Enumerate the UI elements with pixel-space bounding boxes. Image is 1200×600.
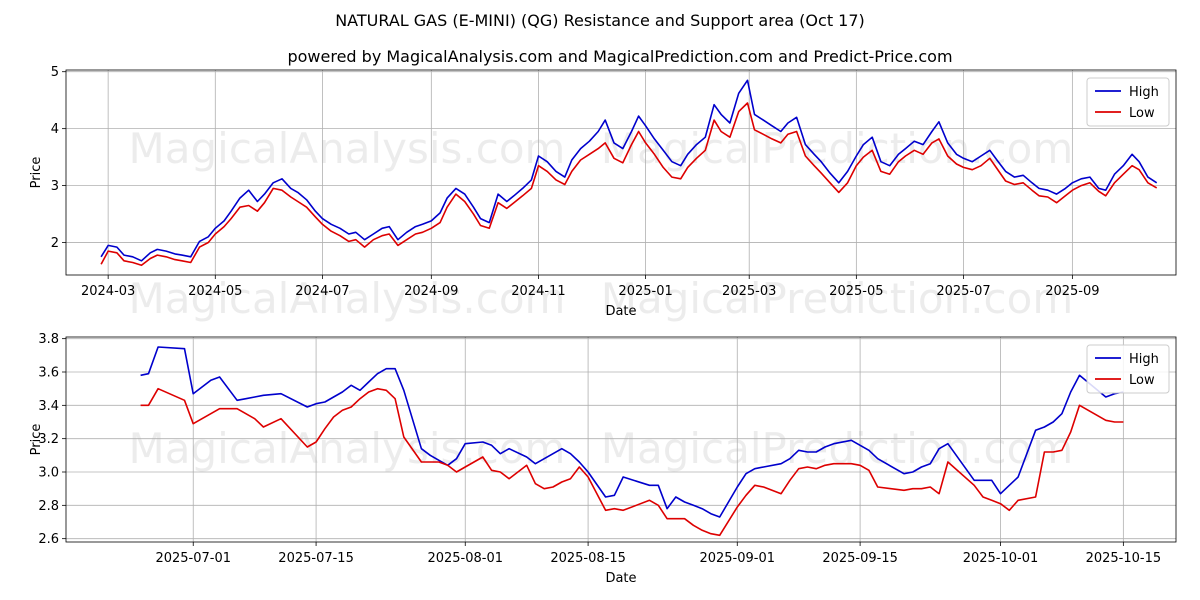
chart-subtitle: powered by MagicalAnalysis.com and Magic… [287, 47, 952, 66]
legend-label-low: Low [1129, 106, 1155, 121]
x-tick-label: 2025-10-15 [1086, 551, 1162, 566]
x-tick-label: 2025-05 [829, 284, 883, 299]
watermark-right-middle: MagicalPrediction.com [601, 274, 1074, 323]
top-panel: 2024-03 2024-05 2024-07 2024-09 2024-11 2025-… [29, 65, 1177, 319]
y-tick-label: 3.2 [38, 432, 59, 447]
legend-box [1086, 344, 1170, 394]
series-line-low [140, 387, 1124, 537]
series-line-high [140, 346, 1124, 518]
x-tick-label: 2024-09 [404, 284, 458, 299]
legend-label-low: Low [1129, 373, 1155, 388]
x-tick-label: 2024-11 [511, 284, 565, 299]
chart-title: NATURAL GAS (E-MINI) (QG) Resistance and… [335, 11, 865, 30]
x-tick-label: 2024-03 [81, 284, 135, 299]
watermark-right-bottom: MagicalPrediction.com [601, 424, 1074, 473]
bottom-panel: 2025-07-01 2025-07-15 2025-08-01 2025-08-15… [29, 332, 1177, 586]
x-tick-label: 2025-08-15 [550, 551, 626, 566]
legend-label-high: High [1129, 352, 1159, 367]
watermark-left-middle: MagicalAnalysis.com [129, 274, 566, 323]
y-tick-label: 2 [51, 236, 59, 251]
plot-frame [65, 69, 1177, 276]
y-tick-label: 5 [51, 65, 59, 80]
series-line-high [100, 79, 1158, 262]
x-tick-label: 2025-08-01 [427, 551, 503, 566]
legend-box [1086, 77, 1170, 127]
x-tick-label: 2025-07 [936, 284, 990, 299]
x-tick-label: 2025-03 [722, 284, 776, 299]
x-tick-label: 2025-09 [1045, 284, 1099, 299]
legend-label-high: High [1129, 85, 1159, 100]
y-tick-label: 3.6 [38, 366, 59, 381]
x-tick-label: 2025-01 [618, 284, 672, 299]
x-tick-label: 2025-07-15 [278, 551, 354, 566]
y-tick-label: 4 [51, 122, 59, 137]
y-tick-label: 3 [51, 179, 59, 194]
plot-frame [65, 336, 1177, 543]
y-axis-label: Price [29, 424, 44, 456]
y-tick-label: 3.8 [38, 332, 59, 347]
watermark-left-bottom: MagicalAnalysis.com [129, 424, 566, 473]
x-tick-label: 2024-05 [188, 284, 242, 299]
series-line-low [100, 102, 1158, 267]
y-tick-label: 3.0 [38, 466, 59, 481]
x-tick-label: 2025-09-01 [699, 551, 775, 566]
x-tick-label: 2025-09-15 [822, 551, 898, 566]
watermark-right-top: MagicalPrediction.com [601, 124, 1074, 173]
y-tick-label: 3.4 [38, 399, 59, 414]
y-tick-label: 2.8 [38, 499, 59, 514]
x-tick-label: 2025-07-01 [155, 551, 231, 566]
y-axis-label: Price [29, 157, 44, 189]
x-axis-label: Date [605, 304, 636, 319]
watermark-left-top: MagicalAnalysis.com [129, 124, 566, 173]
x-axis-label: Date [605, 571, 636, 586]
y-tick-label: 2.6 [38, 532, 59, 547]
x-tick-label: 2025-10-01 [963, 551, 1039, 566]
x-tick-label: 2024-07 [295, 284, 349, 299]
